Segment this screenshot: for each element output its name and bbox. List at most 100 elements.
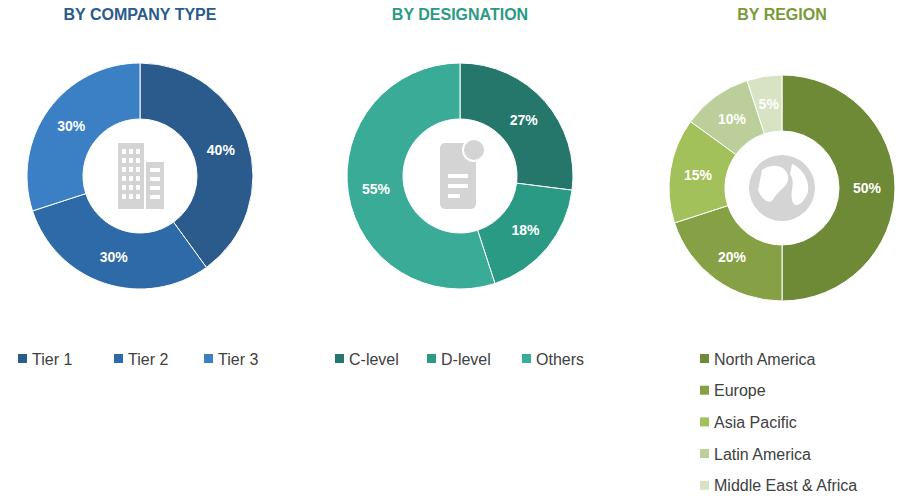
data-label: 10% <box>718 111 747 127</box>
icon-part <box>448 184 468 188</box>
legend-item: Middle East & Africa <box>700 477 857 494</box>
center-icon <box>440 139 485 209</box>
legend-swatch <box>700 354 709 363</box>
legend-item: Others <box>522 351 584 368</box>
icon-part <box>129 158 133 163</box>
chart-title: BY REGION <box>737 6 827 23</box>
icon-part <box>129 167 133 172</box>
data-labels: 40% 30% 30% <box>57 118 235 265</box>
icon-part <box>150 195 160 199</box>
data-labels: 50% 20% 15% 10% 5% <box>684 96 882 265</box>
icon-part <box>122 176 126 181</box>
legend-item: Tier 2 <box>114 351 168 368</box>
data-label: 30% <box>100 249 129 265</box>
legend-item: C-level <box>335 351 399 368</box>
legend-swatch <box>700 386 709 395</box>
slice <box>460 63 573 190</box>
legend: North America Europe Asia Pacific Latin Ame… <box>700 351 857 495</box>
legend-item: Latin America <box>700 446 811 463</box>
data-label: 30% <box>57 118 86 134</box>
legend-swatch <box>522 354 531 363</box>
center-icon <box>118 143 164 209</box>
icon-part <box>448 174 468 178</box>
slice <box>782 75 895 301</box>
slice <box>27 63 140 211</box>
data-label: 15% <box>684 167 713 183</box>
slice <box>675 206 782 301</box>
donut-chart: BY REGION 50% 20% 15% 10% 5% North America Euro… <box>669 6 895 494</box>
data-label: 18% <box>511 222 540 238</box>
icon-part <box>136 185 140 190</box>
slices <box>27 63 253 289</box>
legend-swatch <box>114 354 123 363</box>
donut-chart: BY COMPANY TYPE40%30%30%Tier 1Tier 2Tier… <box>18 6 258 368</box>
slice <box>747 75 782 134</box>
data-labels: 27% 18% 55% <box>362 112 540 238</box>
icon-part <box>150 186 160 190</box>
legend-label: Tier 1 <box>32 351 72 368</box>
icon-part <box>136 149 140 154</box>
legend-label: Tier 3 <box>218 351 258 368</box>
icon-part <box>448 194 460 198</box>
legend-swatch <box>335 354 344 363</box>
legend-swatch <box>204 354 213 363</box>
icon-part <box>122 167 126 172</box>
legend-label: C-level <box>349 351 399 368</box>
legend-label: Others <box>536 351 584 368</box>
legend-item: Tier 3 <box>204 351 258 368</box>
icon-part <box>146 162 164 209</box>
legend: C-level D-level Others <box>335 351 584 368</box>
data-label: 40% <box>207 142 236 158</box>
icon-part <box>122 158 126 163</box>
data-label: 5% <box>759 96 780 112</box>
donut-chart: BY DESIGNATION 27% 18% 55% C-level D-level Oth… <box>335 6 584 368</box>
legend-item: Asia Pacific <box>700 414 797 431</box>
legend: Tier 1 Tier 2 Tier 3 <box>18 351 258 368</box>
icon-part <box>129 185 133 190</box>
slices <box>669 75 895 301</box>
icon-part <box>129 149 133 154</box>
data-label: 50% <box>853 180 882 196</box>
icon-part <box>758 166 788 202</box>
data-label: 27% <box>510 112 539 128</box>
slices <box>347 63 573 289</box>
legend-label: Europe <box>714 382 766 399</box>
legend-label: D-level <box>441 351 491 368</box>
legend-swatch <box>700 481 709 490</box>
legend-item: D-level <box>427 351 491 368</box>
chart-title: BY DESIGNATION <box>392 6 528 23</box>
icon-part <box>136 176 140 181</box>
icon-part <box>122 185 126 190</box>
legend-label: North America <box>714 351 815 368</box>
slice <box>478 183 572 283</box>
legend-label: Tier 2 <box>128 351 168 368</box>
legend-item: Tier 1 <box>18 351 72 368</box>
icon-part <box>122 194 126 199</box>
legend-label: Middle East & Africa <box>714 477 857 494</box>
data-label: 55% <box>362 181 391 197</box>
icon-part <box>136 167 140 172</box>
center-icon <box>749 155 815 221</box>
icon-part <box>150 168 160 172</box>
legend-item: Europe <box>700 382 766 399</box>
legend-label: Latin America <box>714 446 811 463</box>
icon-part <box>150 177 160 181</box>
icon-part <box>136 194 140 199</box>
icon-part <box>136 158 140 163</box>
legend-label: Asia Pacific <box>714 414 797 431</box>
icon-part <box>129 194 133 199</box>
icon-part <box>790 164 808 205</box>
chart-canvas: BY COMPANY TYPE40%30%30%Tier 1Tier 2Tier… <box>0 0 900 501</box>
legend-swatch <box>700 449 709 458</box>
legend-item: North America <box>700 351 815 368</box>
icon-part <box>129 176 133 181</box>
chart-title: BY COMPANY TYPE <box>64 6 217 23</box>
slice <box>347 63 495 289</box>
icon-part <box>122 149 126 154</box>
legend-swatch <box>700 417 709 426</box>
data-label: 20% <box>718 249 747 265</box>
icon-part <box>463 139 485 161</box>
icon-part <box>118 143 144 209</box>
icon-part <box>749 155 815 221</box>
legend-swatch <box>18 354 27 363</box>
